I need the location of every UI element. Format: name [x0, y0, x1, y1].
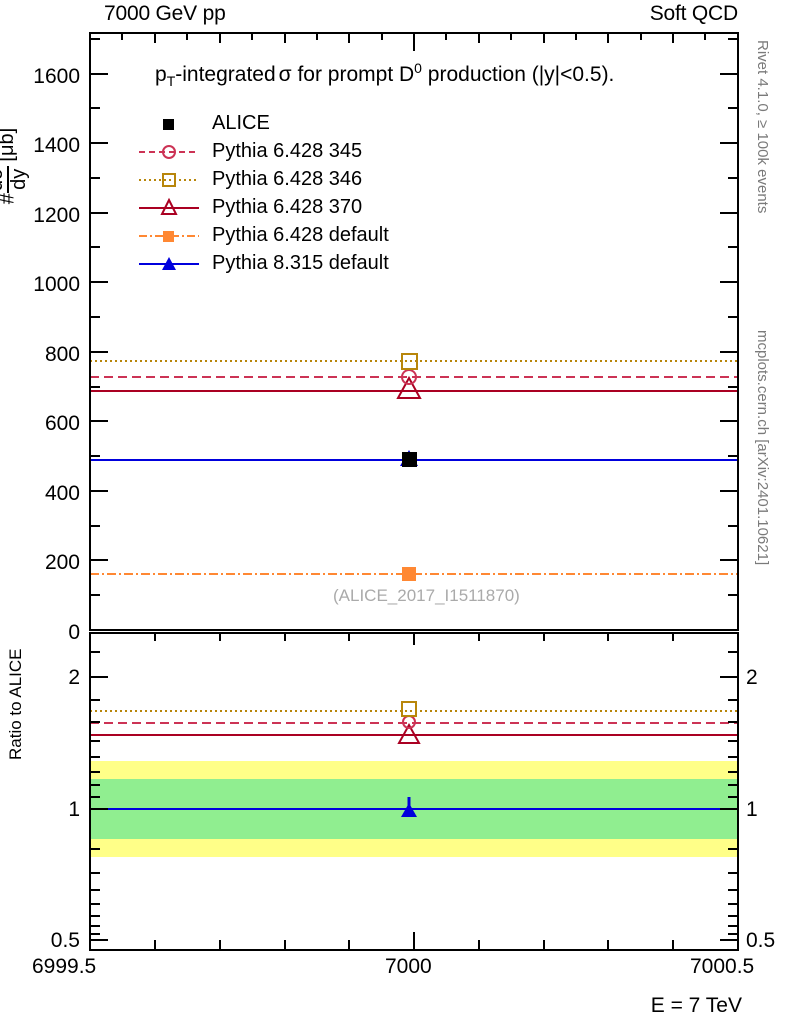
series-pythia-346-ratio [89, 701, 739, 717]
legend-label-pythia-346: Pythia 6.428 346 [212, 168, 363, 190]
y-tick-label-1200: 1200 [33, 204, 80, 227]
y-tick-label-1600: 1600 [33, 65, 80, 88]
title-tail: production (|y|<0.5). [421, 63, 615, 86]
title-integrated: -integrated [175, 63, 276, 86]
y-tick-label-600: 600 [44, 412, 80, 435]
ratio-y-tick-label-05-left: 0.5 [50, 929, 80, 952]
main-panel-y-ticks [90, 38, 738, 631]
ratio-panel-x-ticks [89, 633, 739, 950]
legend-label-pythia8-default: Pythia 8.315 default [212, 252, 389, 274]
legend-label-pythia6-default: Pythia 6.428 default [212, 224, 389, 246]
x-tick-label-center: 7000 [385, 955, 432, 978]
ratio-y-tick-label-2-left: 2 [68, 666, 80, 689]
y-tick-label-0: 0 [68, 621, 80, 644]
main-panel-x-ticks [89, 33, 739, 51]
series-alice-main [402, 452, 417, 467]
title-pt: p [155, 63, 167, 86]
title-d-meson: D [399, 63, 415, 86]
ratio-y-tick-label-05-right: 0.5 [746, 929, 776, 952]
series-pythia-345-main [90, 369, 738, 385]
series-pythia-346-main [90, 353, 738, 370]
legend-label-pythia-370: Pythia 6.428 370 [212, 196, 363, 218]
legend-sample-alice [138, 110, 200, 138]
x-axis-title: E = 7 TeV [650, 994, 742, 1017]
y-tick-label-200: 200 [44, 551, 80, 574]
x-tick-label-right: 7000.5 [690, 955, 755, 978]
ratio-y-tick-label-1-left: 1 [68, 798, 80, 821]
legend-sample-pythia-346 [138, 166, 200, 194]
series-pythia-345-ratio [89, 715, 739, 729]
header-right-label: Soft QCD [649, 2, 738, 25]
series-pythia6-default-main [90, 567, 738, 581]
title-d-superscript: 0 [414, 60, 422, 76]
ratio-y-tick-label-2-right: 2 [746, 666, 758, 689]
legend-label-alice: ALICE [212, 112, 270, 134]
ratio-panel-y-ticks [90, 651, 738, 941]
y-tick-label-1400: 1400 [33, 134, 80, 157]
main-panel-frame [89, 32, 739, 631]
plot-title: pT-integrated σ for prompt D0 production … [155, 60, 614, 89]
series-pythia8-default-ratio [90, 797, 738, 817]
legend-label-pythia-345: Pythia 6.428 345 [212, 140, 363, 162]
title-sigma: σ [278, 63, 292, 86]
y-tick-label-400: 400 [44, 482, 80, 505]
legend-sample-pythia-370 [138, 194, 200, 222]
title-for-prompt: for prompt [291, 63, 399, 86]
main-panel-series [90, 353, 738, 581]
header-left-label: 7000 GeV pp [104, 2, 226, 25]
legend-sample-pythia8-default [138, 250, 200, 278]
series-pythia-370-main [90, 375, 738, 399]
x-tick-label-left: 6999.5 [32, 955, 97, 978]
analysis-watermark: (ALICE_2017_I1511870) [333, 586, 520, 605]
y-tick-label-800: 800 [44, 343, 80, 366]
title-pt-subscript: T [166, 73, 176, 90]
y-tick-label-1000: 1000 [33, 273, 80, 296]
series-pythia-370-ratio [89, 722, 739, 744]
legend-sample-pythia6-default [138, 222, 200, 250]
ratio-y-tick-label-1-right: 1 [746, 798, 758, 821]
legend-sample-pythia-345 [138, 138, 200, 166]
